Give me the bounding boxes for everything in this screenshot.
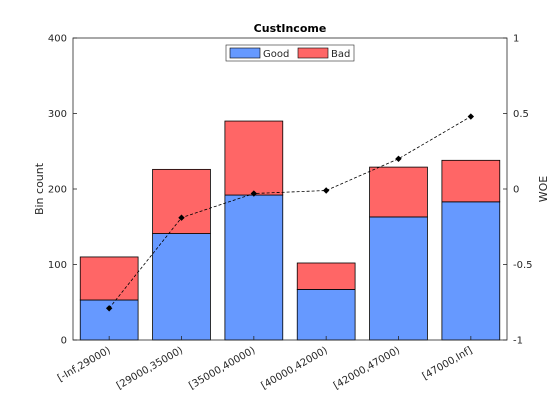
x-tick-label-0: [-Inf,29000) <box>56 345 113 384</box>
y-tick-label-3: 300 <box>48 109 67 120</box>
legend-swatch-bad <box>297 47 329 59</box>
legend-label-bad: Bad <box>331 49 350 60</box>
y2-tick-label-0: -1 <box>513 336 523 347</box>
y-axis-label: Bin count <box>33 162 46 215</box>
bar-good-3 <box>296 289 356 341</box>
y2-axis-label: WOE <box>537 176 550 203</box>
woe-line <box>105 113 475 312</box>
bar-good-5 <box>441 201 501 341</box>
woe-point-4 <box>395 155 402 162</box>
bar-bad-5 <box>441 159 501 203</box>
bar-good-4 <box>369 216 428 341</box>
legend-label-good: Good <box>263 49 289 60</box>
woe-point-3 <box>322 187 330 194</box>
woe-point-5 <box>467 113 475 120</box>
bar-good-2 <box>224 194 284 341</box>
woe-point-1 <box>178 214 185 221</box>
bar-good-1 <box>152 233 211 341</box>
legend-swatch-good <box>229 47 261 59</box>
bar-bad-4 <box>369 166 428 218</box>
bars <box>79 120 501 341</box>
woe-line-path <box>108 116 472 309</box>
y2-tick-label-4: 1 <box>513 34 519 45</box>
right-axis: -1 -0.5 0 0.5 1 <box>503 34 533 347</box>
woe-point-2 <box>250 190 258 197</box>
bar-bad-3 <box>296 262 356 290</box>
legend: Good Bad <box>225 44 355 62</box>
x-tick-label-1: [29000,35000) <box>115 345 185 392</box>
x-axis: [-Inf,29000) [29000,35000) [35000,40000) [4… <box>56 336 475 392</box>
y2-tick-label-3: 0.5 <box>513 109 529 120</box>
bar-bad-1 <box>152 168 211 234</box>
left-axis: 0 100 200 300 400 <box>48 34 77 347</box>
plot-background <box>73 38 507 340</box>
bar-bad-2 <box>224 120 284 196</box>
x-tick-label-4: [42000,47000) <box>332 345 402 392</box>
y-tick-label-4: 400 <box>48 34 67 45</box>
woe-point-0 <box>105 305 113 312</box>
y-tick-label-0: 0 <box>61 336 67 347</box>
x-tick-label-3: [40000,42000) <box>260 345 330 392</box>
y2-tick-label-1: -0.5 <box>513 260 533 271</box>
bar-bad-0 <box>79 256 139 301</box>
x-tick-label-2: [35000,40000) <box>187 345 257 392</box>
y2-tick-label-2: 0 <box>513 185 519 196</box>
y-tick-label-2: 200 <box>48 185 67 196</box>
y-tick-label-1: 100 <box>48 260 67 271</box>
x-tick-label-5: [47000,Inf] <box>421 345 475 382</box>
chart-title: CustIncome <box>254 22 327 35</box>
